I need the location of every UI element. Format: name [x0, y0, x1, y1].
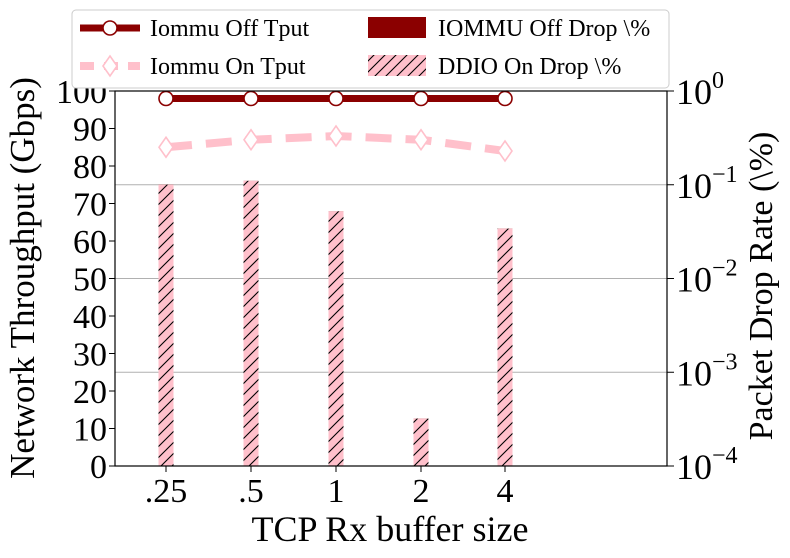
- lines: [158, 90, 513, 163]
- x-tick-label: 2: [413, 473, 430, 510]
- left-tick-label: 40: [73, 299, 107, 336]
- left-tick-label: 90: [73, 112, 107, 149]
- right-tick-label: 100: [676, 68, 724, 112]
- legend-marker-iommu_off_tput: [102, 20, 118, 36]
- x-tick-label: 4: [497, 473, 514, 510]
- x-axis: .25 .5 1 2 4: [145, 466, 514, 510]
- left-tick-label: 0: [90, 449, 107, 486]
- x-tick-label: 1: [328, 473, 345, 510]
- legend-swatch-iommu_off_drop: [368, 17, 426, 38]
- left-tick-label: 70: [73, 187, 107, 224]
- legend-label: Iommu Off Tput: [150, 16, 309, 42]
- point-iommu_on_tput: [243, 128, 259, 152]
- right-axis: 10−4 10−3 10−2 10−1 100: [667, 68, 738, 487]
- x-axis-label: TCP Rx buffer size: [252, 509, 529, 549]
- right-axis-label: Packet Drop Rate (\%): [743, 132, 780, 441]
- bar-ddio_on_drop: [328, 211, 344, 466]
- legend: Iommu Off Tput IOMMU Off Drop \% Iommu On …: [71, 9, 670, 89]
- bar-ddio_on_drop: [497, 228, 513, 466]
- point-iommu_off_tput: [158, 90, 174, 107]
- legend-label: DDIO On Drop \%: [438, 54, 621, 80]
- left-tick-label: 10: [73, 412, 107, 449]
- point-iommu_off_tput: [497, 90, 513, 107]
- legend-frame: [71, 9, 670, 89]
- bars: [158, 180, 513, 466]
- point-iommu_off_tput: [328, 90, 344, 107]
- legend-label: Iommu On Tput: [150, 54, 306, 80]
- legend-label: IOMMU Off Drop \%: [438, 16, 650, 42]
- bar-ddio_on_drop: [158, 184, 174, 466]
- right-tick-label: 10−2: [676, 256, 738, 300]
- point-iommu_on_tput: [328, 124, 344, 148]
- x-tick-label: .5: [238, 473, 264, 510]
- point-iommu_off_tput: [243, 90, 259, 107]
- left-tick-label: 20: [73, 374, 107, 411]
- point-iommu_on_tput: [413, 128, 429, 152]
- right-tick-label: 10−1: [676, 162, 738, 206]
- right-tick-label: 10−3: [676, 349, 738, 393]
- bar-ddio_on_drop: [243, 180, 259, 466]
- point-iommu_off_tput: [413, 90, 429, 107]
- legend-swatch-ddio_on_drop: [368, 55, 426, 76]
- left-tick-label: 30: [73, 337, 107, 374]
- left-axis-label: Network Throughput (Gbps): [3, 77, 42, 479]
- left-tick-label: 80: [73, 149, 107, 186]
- left-tick-label: 50: [73, 262, 107, 299]
- grid: [115, 184, 667, 373]
- right-tick-label: 10−4: [676, 443, 738, 487]
- bar-ddio_on_drop: [413, 418, 429, 466]
- point-iommu_on_tput: [158, 135, 174, 159]
- x-tick-label: .25: [145, 473, 188, 510]
- left-tick-label: 60: [73, 224, 107, 261]
- legend-marker-iommu_on_tput: [102, 54, 118, 78]
- point-iommu_on_tput: [497, 139, 513, 163]
